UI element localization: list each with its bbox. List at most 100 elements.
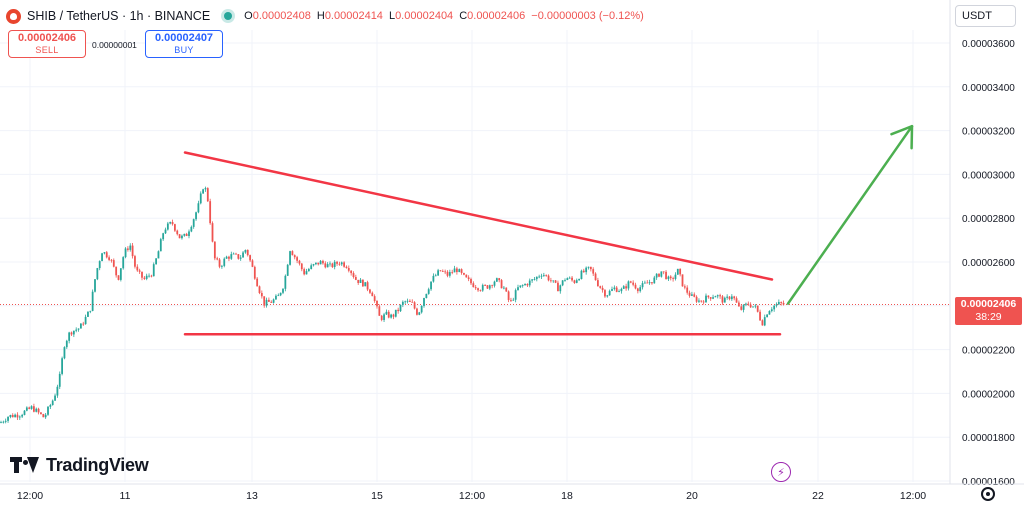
candle	[672, 276, 674, 282]
sell-button[interactable]: 0.00002406 SELL	[8, 30, 86, 58]
candle	[655, 273, 658, 280]
candle-body	[211, 223, 214, 242]
candle-body	[681, 274, 684, 287]
candle-body	[759, 311, 761, 321]
x-tick-label: 22	[812, 490, 824, 502]
buy-button[interactable]: 0.00002407 BUY	[145, 30, 223, 58]
candle	[434, 273, 437, 277]
candle-body	[437, 270, 439, 276]
candle-body	[531, 279, 533, 281]
candle	[68, 331, 71, 344]
candle	[65, 339, 68, 349]
candle-body	[89, 310, 92, 312]
candle-body	[665, 271, 667, 280]
candle-body	[479, 290, 482, 292]
candle	[152, 262, 155, 277]
candle	[639, 285, 642, 293]
candle-body	[413, 302, 416, 309]
candle	[535, 276, 538, 282]
candle-body	[33, 406, 35, 412]
candle	[91, 289, 94, 312]
candle-body	[658, 273, 660, 277]
candle	[333, 260, 336, 270]
candle-body	[763, 317, 766, 326]
candle-body	[235, 253, 237, 255]
candle-body	[467, 277, 470, 280]
candle	[592, 267, 595, 277]
candle-body	[604, 290, 606, 297]
candle-body	[510, 299, 512, 301]
candle-body	[578, 279, 580, 281]
candle-body	[542, 275, 545, 276]
candle	[136, 264, 139, 272]
candle-body	[514, 290, 517, 300]
candle	[331, 262, 334, 269]
gear-icon[interactable]	[981, 487, 995, 501]
candle-body	[653, 277, 656, 284]
candle	[124, 247, 127, 259]
candle-body	[712, 297, 714, 299]
candle-body	[319, 260, 322, 265]
candle	[519, 285, 522, 289]
candle-body	[634, 284, 637, 289]
candle-body	[726, 296, 729, 298]
candle-body	[119, 268, 122, 280]
candle	[162, 232, 165, 241]
candle-body	[0, 422, 2, 424]
candle	[131, 243, 134, 259]
candle	[524, 283, 526, 286]
candle-body	[451, 272, 454, 273]
candle	[277, 293, 280, 297]
candle	[448, 269, 451, 278]
candle-body	[347, 268, 350, 271]
tradingview-logo[interactable]: TradingView	[10, 455, 149, 476]
candle-body	[723, 297, 726, 303]
candle	[357, 279, 360, 285]
candle	[521, 284, 524, 288]
candle	[211, 221, 214, 243]
symbol-title[interactable]: SHIB / TetherUS · 1h · BINANCE	[27, 9, 211, 23]
tradingview-mark-icon	[10, 456, 40, 475]
candle	[270, 300, 273, 303]
chart-grid	[0, 30, 950, 482]
spread-value: 0.00000001	[92, 40, 137, 50]
candle-body	[770, 309, 773, 312]
last-price-value: 0.00002406	[960, 298, 1017, 310]
candle-body	[101, 253, 103, 262]
candle-body	[223, 258, 226, 266]
candle	[204, 186, 207, 192]
candle	[409, 299, 411, 303]
candle	[575, 278, 578, 284]
candle-body	[279, 292, 282, 296]
candle-body	[568, 277, 571, 279]
candle-body	[28, 407, 31, 409]
candle	[141, 271, 143, 281]
candle-body	[761, 320, 764, 326]
candle-body	[559, 285, 562, 292]
symbol-header[interactable]: SHIB / TetherUS · 1h · BINANCE O0.000024…	[6, 7, 650, 25]
candle	[770, 307, 773, 313]
candle-body	[312, 264, 315, 266]
candle-body	[127, 248, 129, 250]
candle-body	[30, 406, 33, 409]
candle	[394, 309, 397, 318]
candle	[582, 268, 585, 273]
candle	[597, 277, 599, 287]
candle	[225, 255, 228, 259]
candle-body	[2, 421, 5, 423]
candle	[181, 234, 183, 240]
currency-selector[interactable]: USDT	[955, 5, 1016, 27]
candle-body	[545, 275, 548, 276]
candle-body	[181, 235, 183, 239]
y-tick-label: 0.00001600	[962, 477, 1015, 488]
candle-body	[517, 287, 519, 291]
candle-body	[691, 294, 693, 296]
projection-arrow-shaft	[786, 124, 914, 305]
candle	[698, 298, 700, 303]
lightning-icon[interactable]: ⚡	[771, 462, 791, 482]
candle	[747, 301, 750, 306]
candle	[317, 262, 320, 266]
candle	[589, 266, 592, 272]
candle-body	[571, 277, 573, 281]
